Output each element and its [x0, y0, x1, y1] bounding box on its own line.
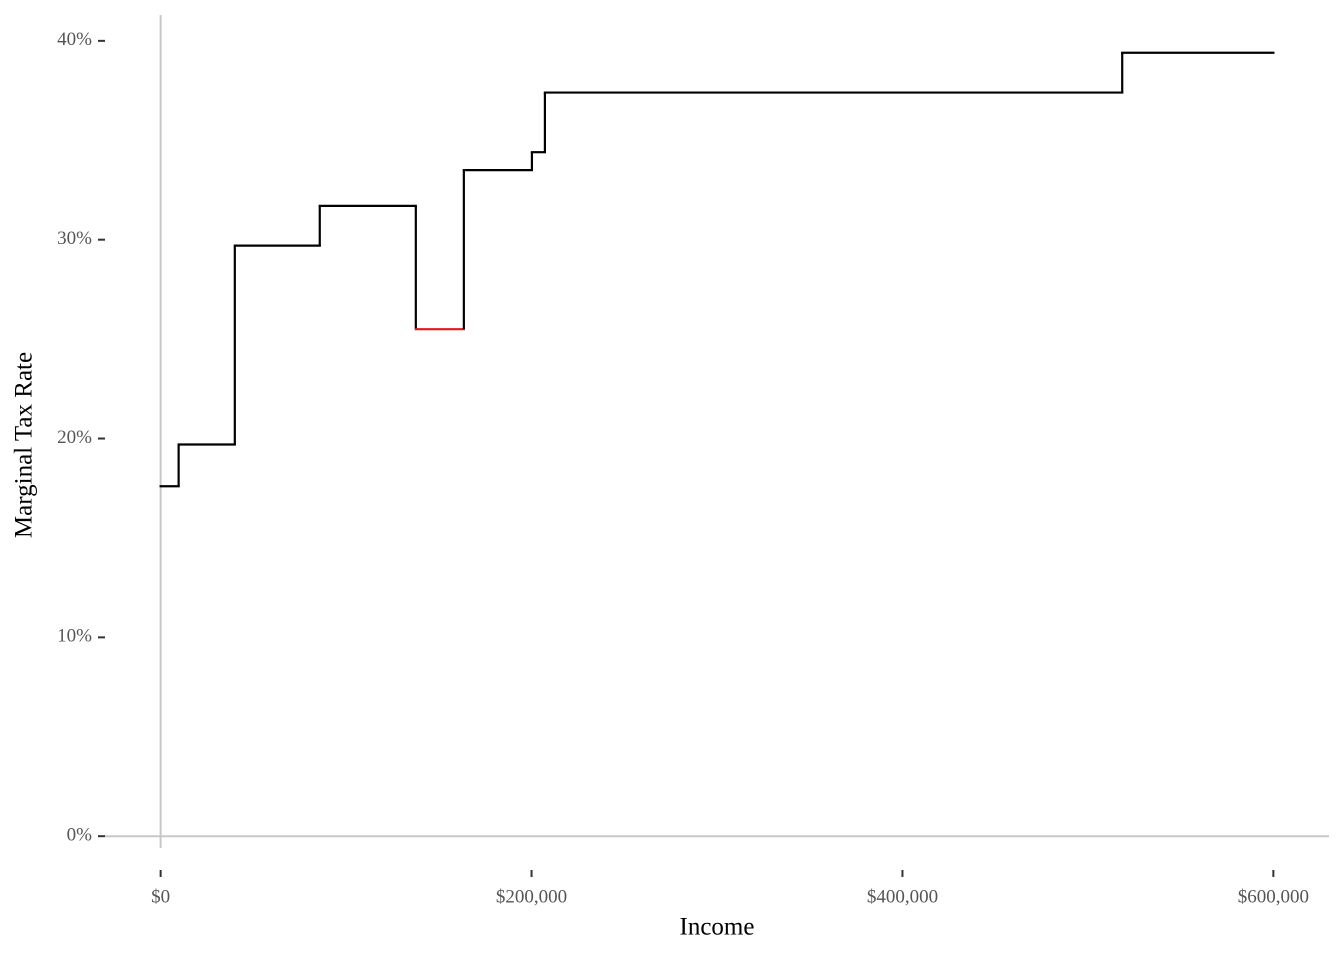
y-axis-title: Marginal Tax Rate [11, 352, 38, 538]
y-tick-label: 20% [57, 427, 92, 448]
y-tick-label: 0% [67, 825, 93, 846]
x-tick-label: $200,000 [496, 886, 567, 907]
x-tick-label: $0 [151, 886, 170, 907]
x-tick-label: $600,000 [1238, 886, 1309, 907]
y-tick-label: 40% [57, 29, 92, 50]
x-axis-title: Income [680, 914, 755, 941]
y-tick-label: 10% [57, 626, 92, 647]
y-tick-label: 30% [57, 228, 92, 249]
x-tick-label: $400,000 [867, 886, 938, 907]
